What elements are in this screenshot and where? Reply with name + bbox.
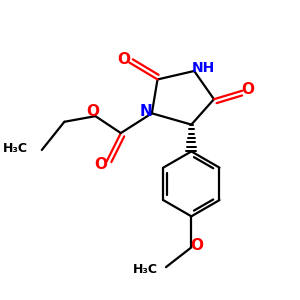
- Text: H₃C: H₃C: [3, 142, 28, 155]
- Text: NH: NH: [192, 61, 215, 75]
- Text: O: O: [190, 238, 203, 253]
- Text: O: O: [86, 104, 99, 119]
- Text: H₃C: H₃C: [133, 263, 158, 276]
- Text: N: N: [139, 104, 152, 119]
- Text: O: O: [117, 52, 130, 67]
- Text: O: O: [241, 82, 254, 97]
- Text: O: O: [94, 157, 108, 172]
